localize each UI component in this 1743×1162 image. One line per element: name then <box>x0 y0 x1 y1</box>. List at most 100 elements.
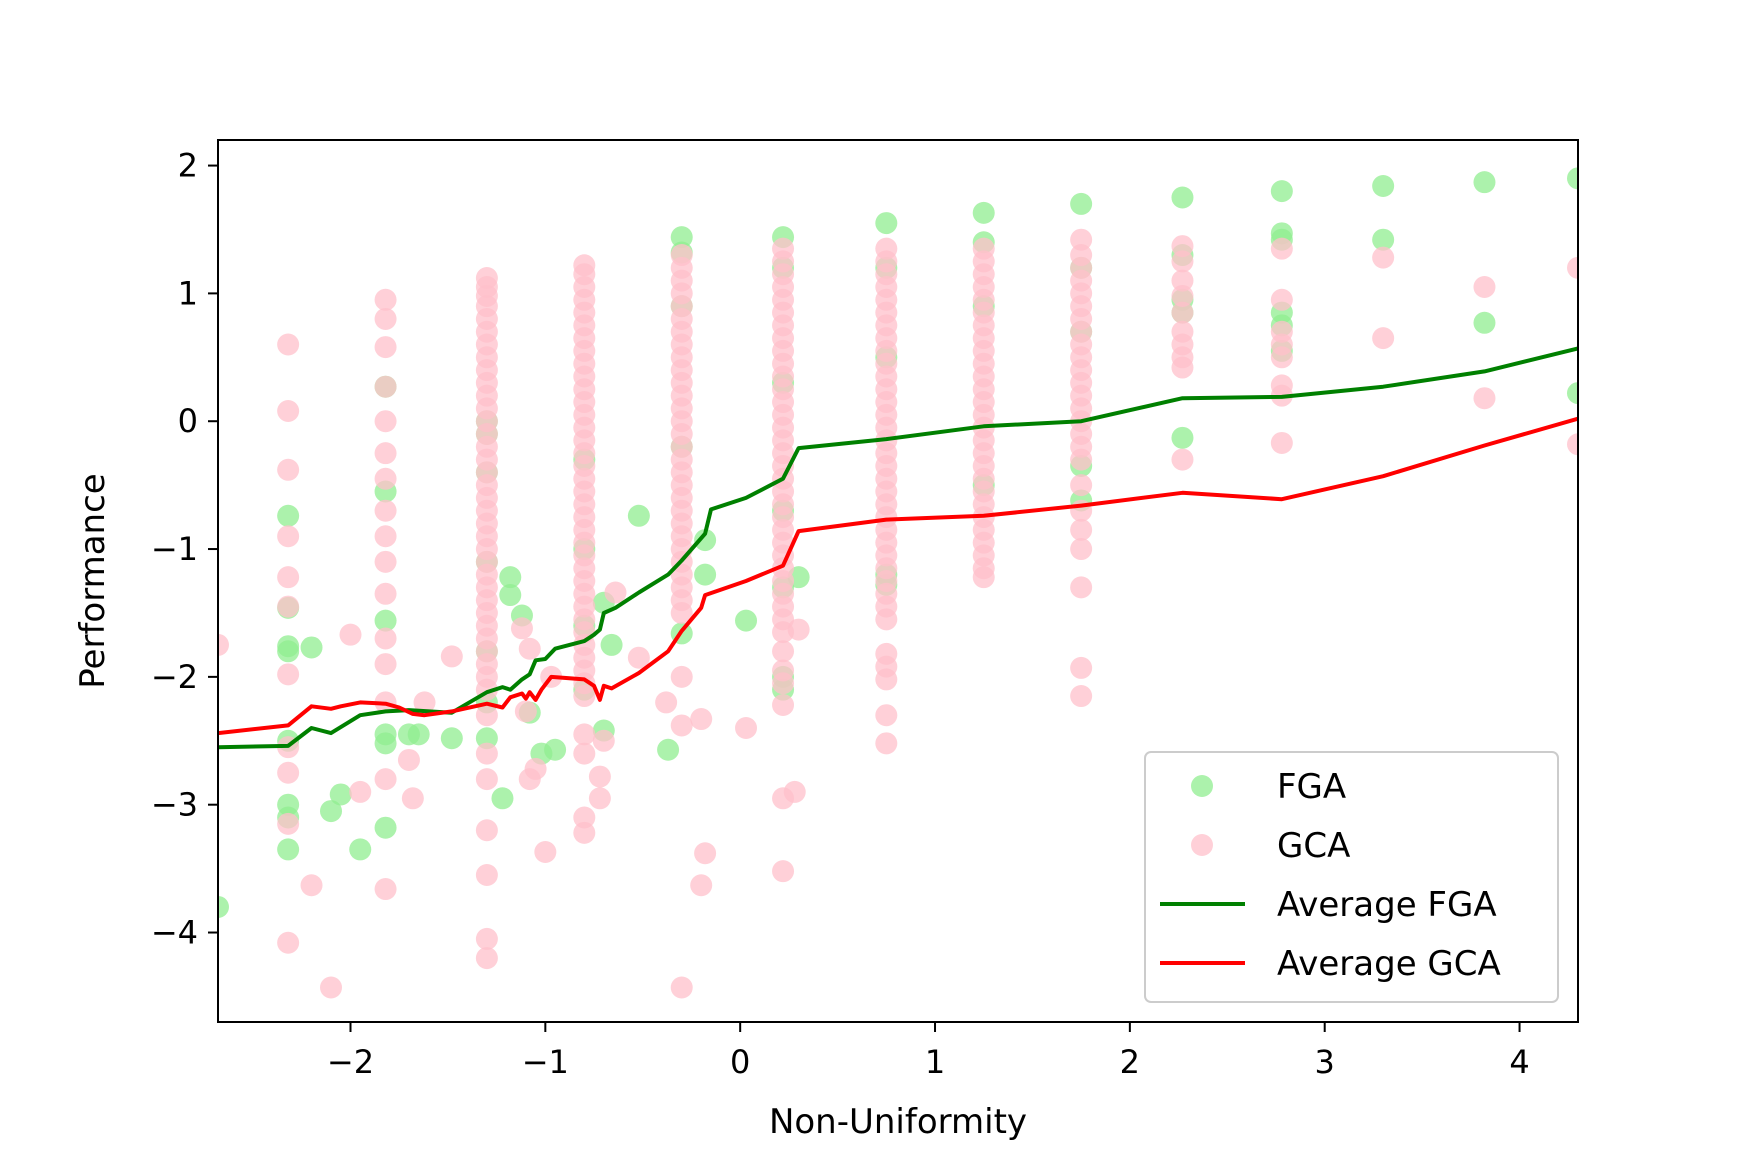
axes-frame <box>217 139 1579 1023</box>
axis-ticks: −2 −1 0 1 2 3 4 −4 −3 −2 −1 0 1 2 <box>151 147 1530 1081</box>
fga-point <box>277 504 300 527</box>
fga-point <box>320 800 343 823</box>
fga-point <box>277 838 300 861</box>
gca-point <box>475 704 498 727</box>
gca-point <box>1171 356 1194 379</box>
gca-point <box>573 723 596 746</box>
gca-point <box>787 618 810 641</box>
gca-point <box>1070 656 1093 679</box>
gca-point <box>374 336 397 359</box>
gca-point <box>374 288 397 311</box>
gca-point <box>875 704 898 727</box>
gca-point <box>440 645 463 668</box>
fga-point <box>329 783 352 806</box>
gca-point <box>772 693 795 716</box>
fga-point <box>440 727 463 750</box>
gca-point <box>277 566 300 589</box>
fga-point <box>1372 175 1395 198</box>
gca-point <box>277 458 300 481</box>
gca-point <box>374 582 397 605</box>
gca-point <box>1070 448 1093 471</box>
gca-point <box>573 806 596 829</box>
legend-label-fga: FGA <box>1277 767 1346 807</box>
gca-point <box>277 595 300 618</box>
gca-point <box>1171 250 1194 273</box>
gca-point <box>300 874 323 897</box>
fga-point <box>1473 171 1496 194</box>
y-tick-label: −4 <box>151 914 198 952</box>
gca-point <box>783 780 806 803</box>
gca-point <box>1171 284 1194 307</box>
gca-point <box>374 525 397 548</box>
x-tick-label: 0 <box>730 1043 750 1081</box>
gca-point <box>875 608 898 631</box>
gca-point <box>374 878 397 901</box>
y-tick-label: 2 <box>178 147 198 185</box>
x-tick-label: 2 <box>1120 1043 1140 1081</box>
average-lines <box>218 346 1578 750</box>
fga-point <box>972 201 995 224</box>
gca-point <box>277 931 300 954</box>
gca-point <box>1372 246 1395 269</box>
gca-point <box>604 581 627 604</box>
fga-point <box>657 738 680 761</box>
gca-point <box>413 691 436 714</box>
gca-point <box>1070 538 1093 561</box>
gca-point <box>588 787 611 810</box>
gca-point <box>475 927 498 950</box>
gca-point <box>1372 327 1395 350</box>
gca-point <box>374 442 397 465</box>
gca-point <box>972 566 995 589</box>
fga-point <box>374 816 397 839</box>
gca-point <box>1070 576 1093 599</box>
fga-point <box>735 609 758 632</box>
x-tick-label: 4 <box>1509 1043 1529 1081</box>
gca-point <box>374 410 397 433</box>
fga-point <box>475 727 498 750</box>
gca-point <box>475 947 498 970</box>
gca-point <box>772 672 795 695</box>
gca-point <box>694 842 717 865</box>
gca-point <box>277 663 300 686</box>
gca-point <box>670 714 693 737</box>
gca-point <box>397 748 420 771</box>
gca-point <box>374 768 397 791</box>
x-tick-label: 3 <box>1315 1043 1335 1081</box>
legend-label-gca: GCA <box>1277 826 1350 866</box>
gca-point <box>670 976 693 999</box>
legend-box <box>1144 751 1559 1003</box>
y-tick-label: −3 <box>151 786 198 824</box>
gca-point <box>655 691 678 714</box>
legend-fga-marker <box>1191 775 1213 797</box>
fga-point <box>600 633 623 656</box>
x-tick-label: −1 <box>522 1043 569 1081</box>
fga-point <box>1070 192 1093 215</box>
gca-point <box>1070 518 1093 541</box>
gca-point <box>475 864 498 886</box>
gca-point <box>592 729 615 752</box>
fga-point <box>349 838 372 861</box>
y-tick-label: 0 <box>178 402 198 440</box>
gca-point <box>1171 448 1194 471</box>
fga-point <box>1473 311 1496 334</box>
gca-point <box>1270 431 1293 454</box>
y-tick-label: −1 <box>151 530 198 568</box>
gca-point <box>1567 256 1578 279</box>
gca-point <box>690 874 713 897</box>
gca-point <box>573 821 596 844</box>
gca-point <box>475 768 498 791</box>
gca-point <box>1270 346 1293 369</box>
fga-point <box>1567 167 1578 190</box>
gca-point <box>1270 237 1293 260</box>
x-axis-label: Non-Uniformity <box>769 1102 1027 1142</box>
gca-point <box>670 665 693 688</box>
gca-point <box>627 646 650 669</box>
fga-point <box>300 636 323 659</box>
gca-point <box>374 467 397 490</box>
gca-point <box>374 627 397 650</box>
fga-point <box>407 723 430 746</box>
fga-point <box>499 566 522 589</box>
gca-point <box>1171 235 1194 258</box>
gca-point <box>588 765 611 788</box>
